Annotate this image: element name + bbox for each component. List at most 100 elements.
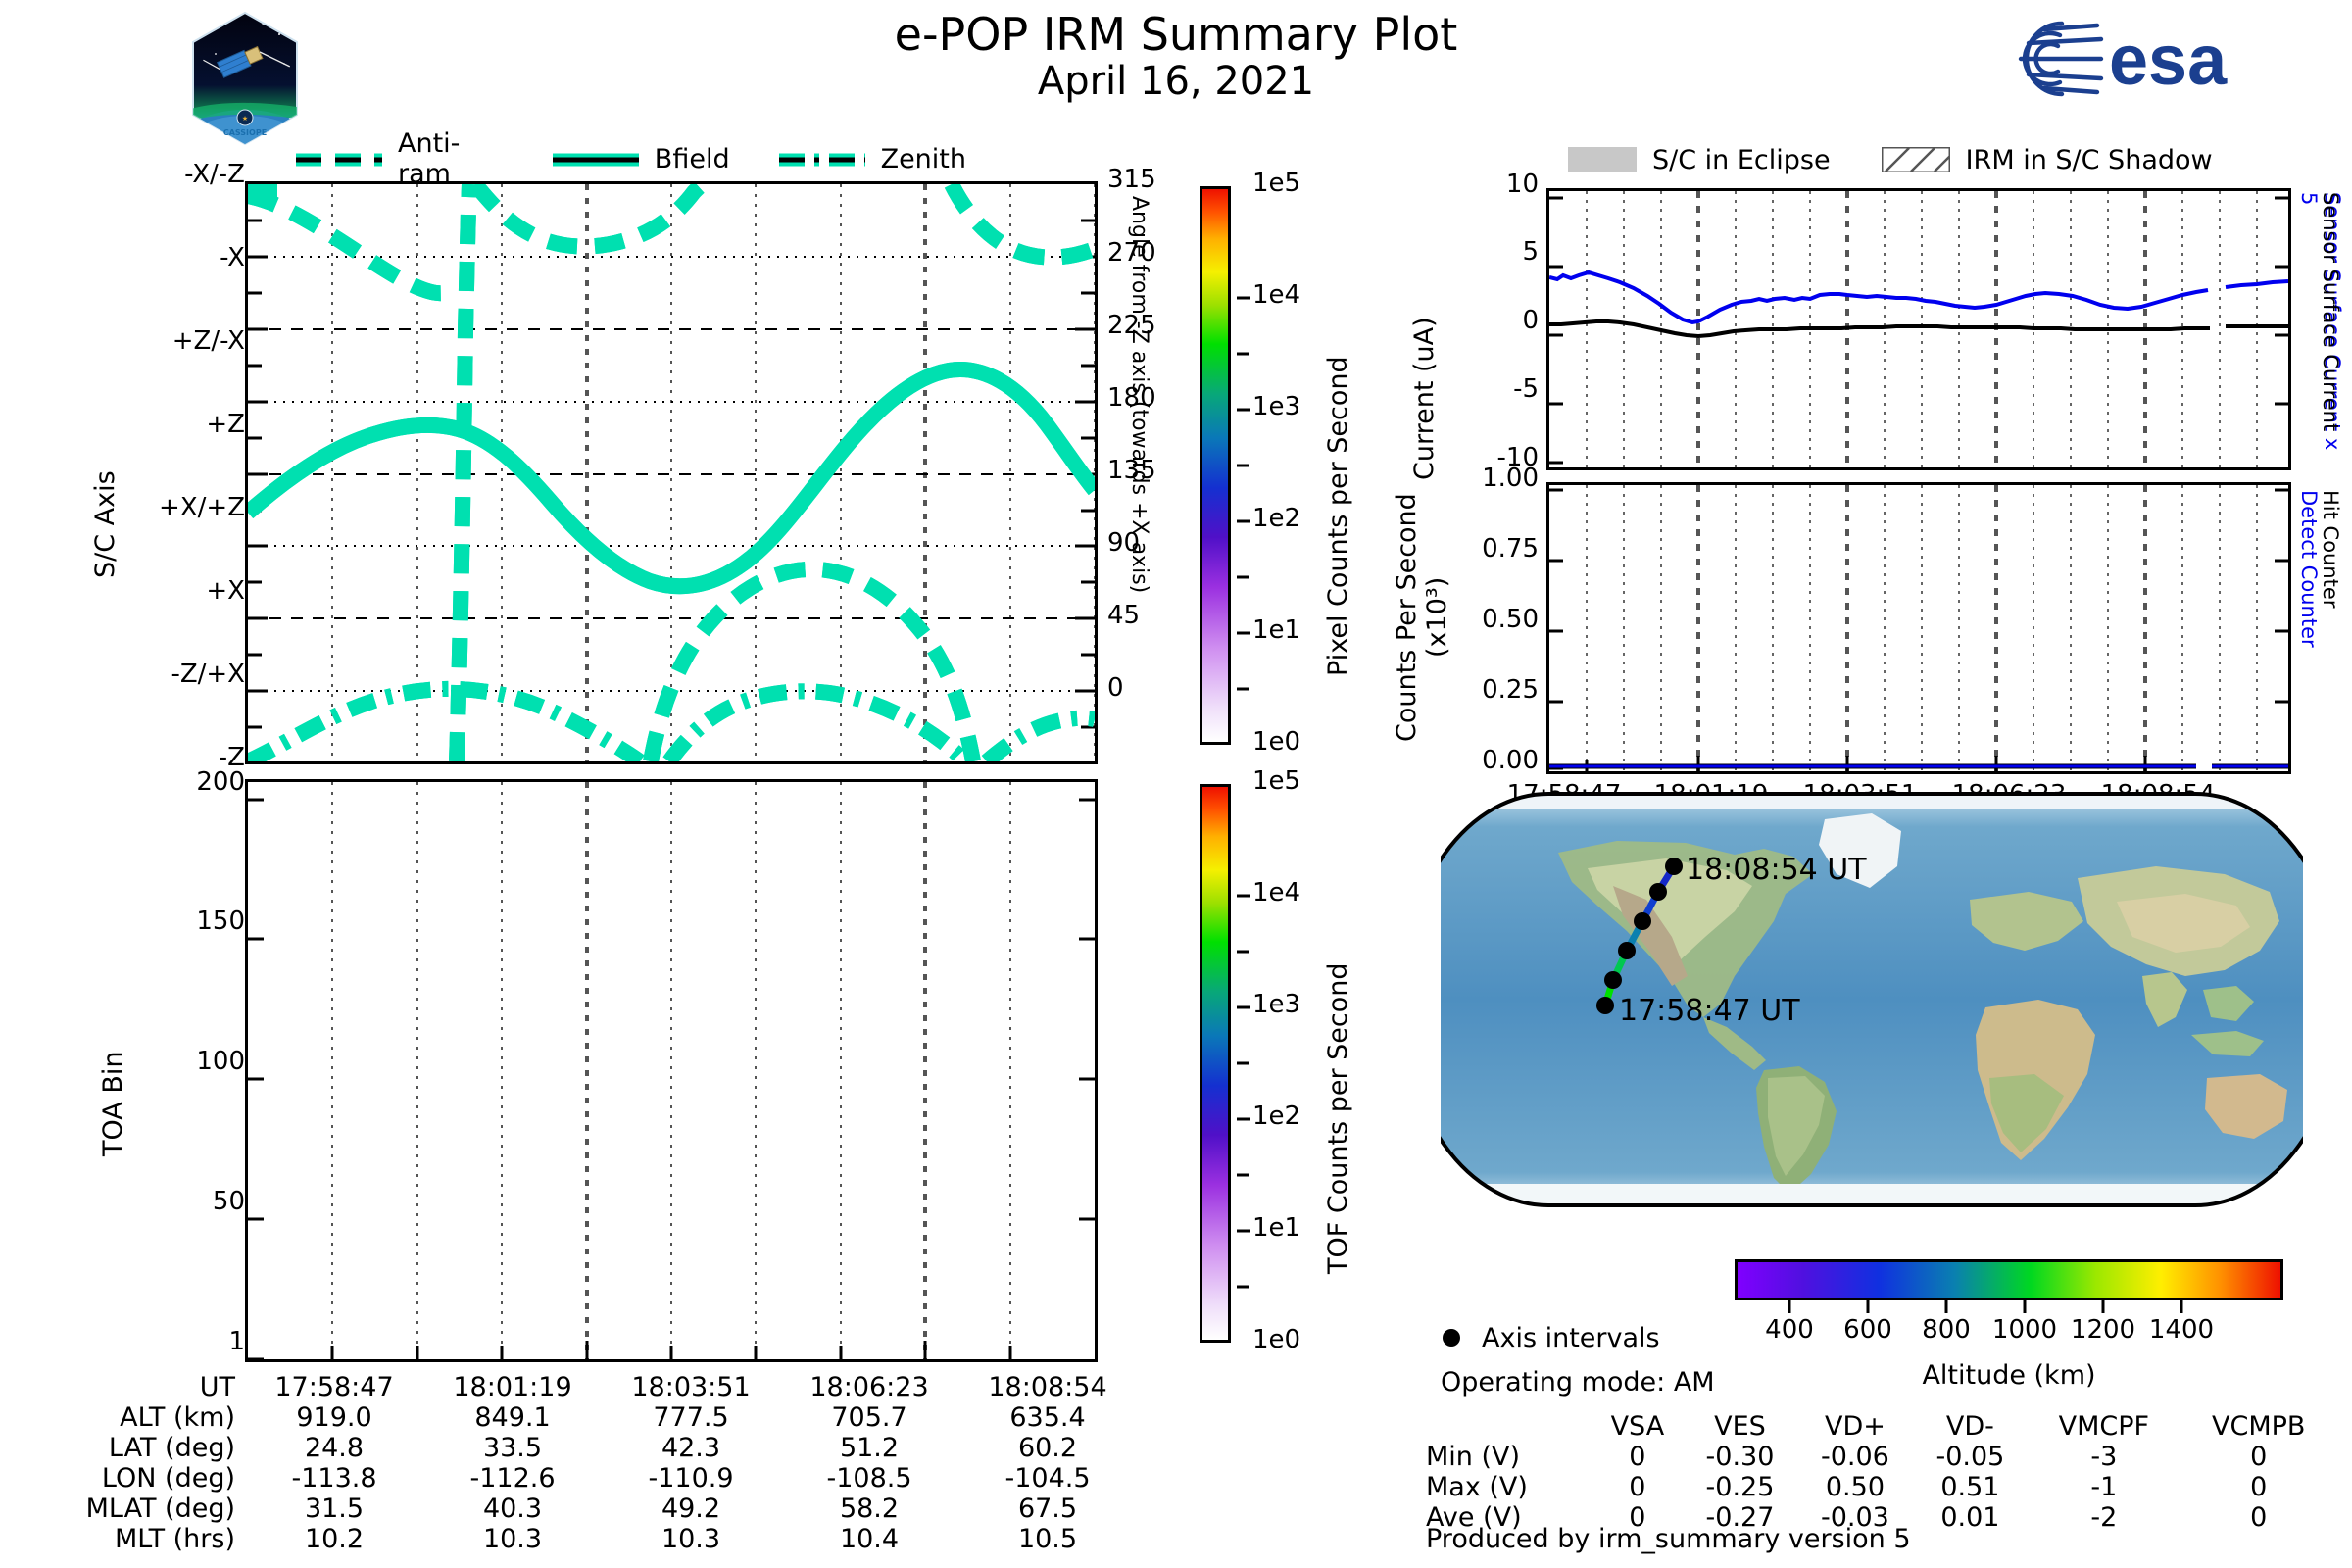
tick-label: 1200 xyxy=(2070,1315,2136,1345)
tick-label: 1e5 xyxy=(1252,766,1301,796)
tick-label: 100 xyxy=(196,1047,245,1076)
cell: 10.3 xyxy=(482,1524,543,1554)
tick-label: 1e4 xyxy=(1252,878,1301,907)
cell: 31.5 xyxy=(304,1494,365,1524)
altitude-tick-labels: 400 600 800 1000 1200 1400 xyxy=(1735,1315,2323,1350)
current-right-label-black: Sensor Surface Current xyxy=(2319,192,2342,432)
counts-right-label-blue: Detect Counter xyxy=(2297,490,2321,648)
track-point xyxy=(1596,997,1614,1014)
tof-counts-colorbar xyxy=(1200,784,1231,1343)
ground-track-map: 18:08:54 UT 17:58:47 UT xyxy=(1441,784,2303,1215)
tick-label: 315 xyxy=(1107,165,1156,194)
tick-label: 800 xyxy=(1922,1315,1971,1345)
column-header: VCMPB xyxy=(2212,1411,2306,1442)
tick-label: 1e2 xyxy=(1252,504,1301,533)
table-row: MLAT (deg) 31.5 40.3 49.2 58.2 67.5 xyxy=(39,1494,1137,1524)
tick-label: 1.00 xyxy=(1482,464,1539,493)
tick-label: 225 xyxy=(1107,311,1156,340)
tick-label: -Z xyxy=(218,743,245,772)
tick-label: 0 xyxy=(1522,306,1539,335)
toa-yticks: 200 150 100 50 1 xyxy=(137,767,245,1362)
cell: 42.3 xyxy=(661,1433,721,1463)
legend-label-zenith: Zenith xyxy=(880,143,966,174)
operating-mode-label: Operating mode: AM xyxy=(1441,1367,1715,1397)
cell: 24.8 xyxy=(304,1433,365,1463)
cell: 0.51 xyxy=(1940,1472,2000,1502)
legend-swatch-zenith xyxy=(777,152,867,167)
tick-label: 1e0 xyxy=(1252,1325,1301,1354)
tick-label: 1e1 xyxy=(1252,615,1301,645)
tick-label: +X/+Z xyxy=(159,493,245,522)
tick-label: 1e3 xyxy=(1252,990,1301,1019)
legend-swatch-anti-ram xyxy=(294,152,384,167)
tick-label: -X/-Z xyxy=(184,160,245,189)
cell: 0.01 xyxy=(1940,1502,2000,1533)
cell: 705.7 xyxy=(831,1402,907,1433)
cell: -3 xyxy=(2090,1442,2118,1472)
column-header: VMCPF xyxy=(2058,1411,2150,1442)
cell: 635.4 xyxy=(1009,1402,1086,1433)
tick-label: -X xyxy=(220,243,245,272)
table-row: LON (deg) -113.8 -112.6 -110.9 -108.5 -1… xyxy=(39,1463,1137,1494)
cell: 18:06:23 xyxy=(809,1372,929,1402)
tick-label: 1e4 xyxy=(1252,280,1301,310)
cell: 0 xyxy=(2250,1442,2268,1472)
cell: 0 xyxy=(2250,1472,2268,1502)
pixel-colorbar-label: Pixel Counts per Second xyxy=(1323,356,1353,676)
column-header: VSA xyxy=(1610,1411,1665,1442)
sc-axis-ylabel-right: Angle from -Z axis (towards +X axis) xyxy=(1127,196,1152,594)
cell: 67.5 xyxy=(1017,1494,1078,1524)
counts-yticks: 1.00 0.75 0.50 0.25 0.00 xyxy=(1441,464,1539,775)
row-label: Max (V) xyxy=(1426,1472,1528,1502)
legend-label-anti-ram: Anti-ram xyxy=(398,128,461,189)
altitude-colorbar-label: Altitude (km) xyxy=(1922,1360,2096,1391)
cell: -0.27 xyxy=(1705,1502,1775,1533)
tick-label: 5 xyxy=(1522,237,1539,267)
tick-label: -Z/+X xyxy=(171,660,245,689)
cell: 58.2 xyxy=(839,1494,900,1524)
page-title: e-POP IRM Summary Plot xyxy=(894,8,1458,61)
track-point xyxy=(1604,971,1622,989)
ephemeris-table: UT 17:58:47 18:01:19 18:03:51 18:06:23 1… xyxy=(39,1372,1137,1554)
cell: -113.8 xyxy=(291,1463,377,1494)
tick-label: 0.75 xyxy=(1482,534,1539,564)
page-subtitle: April 16, 2021 xyxy=(1037,59,1315,104)
cell: -1 xyxy=(2090,1472,2118,1502)
tick-label: +Z/-X xyxy=(172,326,245,356)
cell: 33.5 xyxy=(482,1433,543,1463)
cell: 49.2 xyxy=(661,1494,721,1524)
cassiope-logo-text: CASSIOPE xyxy=(223,128,267,137)
cell: 10.4 xyxy=(839,1524,900,1554)
altitude-colorbar xyxy=(1735,1259,2283,1300)
svg-text:★: ★ xyxy=(242,115,248,122)
current-plot xyxy=(1546,188,2291,470)
current-yticks: 10 5 0 -5 -10 xyxy=(1441,170,1539,472)
cell: 51.2 xyxy=(839,1433,900,1463)
tick-label: 270 xyxy=(1107,238,1156,268)
legend-swatch-eclipse xyxy=(1568,147,1637,172)
tick-label: 1400 xyxy=(2148,1315,2215,1345)
cell: 10.2 xyxy=(304,1524,365,1554)
map-end-time-label: 18:08:54 UT xyxy=(1686,853,1867,887)
tick-label: 1e5 xyxy=(1252,169,1301,198)
column-header: VES xyxy=(1714,1411,1766,1442)
toa-ylabel: TOA Bin xyxy=(98,1051,128,1156)
table-row: LAT (deg) 24.8 33.5 42.3 51.2 60.2 xyxy=(39,1433,1137,1463)
tick-label: -5 xyxy=(1513,374,1539,404)
row-label: Min (V) xyxy=(1426,1442,1521,1472)
table-row: Min (V) 0 -0.30 -0.06 -0.05 -3 0 xyxy=(1426,1442,2337,1472)
cell: -0.30 xyxy=(1705,1442,1775,1472)
sc-axis-left-ticks: -X/-Z -X +Z/-X +Z +X/+Z +X -Z/+X -Z xyxy=(127,160,245,772)
cell: -112.6 xyxy=(469,1463,556,1494)
row-label: Ave (V) xyxy=(1426,1502,1522,1533)
cell: -0.05 xyxy=(1936,1442,2005,1472)
tick-label: 180 xyxy=(1107,383,1156,413)
cell: 777.5 xyxy=(653,1402,729,1433)
column-header: VD- xyxy=(1945,1411,1994,1442)
tick-label: 0.50 xyxy=(1482,605,1539,634)
cell: -0.25 xyxy=(1705,1472,1775,1502)
counts-right-label-black: Hit Counter xyxy=(2319,490,2342,609)
current-ylabel: Current (uA) xyxy=(1409,317,1440,480)
axis-intervals-label: Axis intervals xyxy=(1482,1322,1660,1353)
row-label: MLAT (deg) xyxy=(85,1494,235,1524)
